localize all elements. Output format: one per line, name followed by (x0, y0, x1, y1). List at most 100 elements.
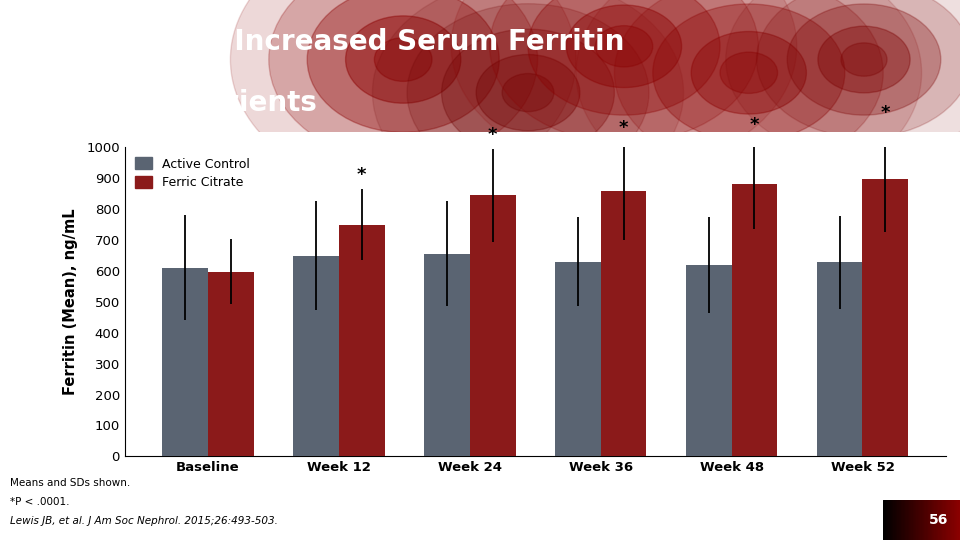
Ellipse shape (841, 43, 887, 76)
Text: *: * (357, 166, 367, 185)
Bar (24, 132, 29, 142)
Text: Ferric Citrate Increased Serum Ferritin: Ferric Citrate Increased Serum Ferritin (17, 28, 625, 56)
Bar (5, 132, 10, 142)
Bar (946, 500, 948, 540)
Ellipse shape (614, 0, 883, 169)
Bar (106, 132, 110, 142)
Bar (0, 132, 5, 142)
Bar (168, 132, 173, 142)
Bar (902, 500, 903, 540)
Bar (601, 191, 646, 456)
Text: *P < .0001.: *P < .0001. (10, 497, 69, 507)
Ellipse shape (726, 0, 960, 159)
Bar (888, 500, 890, 540)
Bar (923, 500, 924, 540)
Ellipse shape (787, 4, 941, 115)
Bar (921, 500, 922, 540)
Bar (67, 132, 72, 142)
Ellipse shape (502, 73, 554, 112)
Bar (925, 500, 926, 540)
Text: in Dialysis Patients: in Dialysis Patients (17, 89, 317, 117)
Bar (907, 500, 909, 540)
Bar (895, 500, 896, 540)
Bar (887, 500, 888, 540)
Ellipse shape (490, 0, 758, 143)
Bar (149, 132, 154, 142)
Bar (86, 132, 91, 142)
Bar (158, 132, 163, 142)
Ellipse shape (307, 0, 499, 132)
Ellipse shape (476, 55, 580, 131)
Bar (956, 500, 957, 540)
Bar (910, 500, 911, 540)
Bar (817, 262, 862, 456)
Bar (163, 132, 168, 142)
Bar (192, 132, 197, 142)
Ellipse shape (372, 0, 684, 207)
Ellipse shape (528, 0, 720, 115)
Bar (911, 500, 913, 540)
Bar (130, 132, 134, 142)
Bar (10, 132, 14, 142)
Ellipse shape (566, 5, 682, 87)
Ellipse shape (756, 0, 960, 137)
Bar (957, 500, 959, 540)
Bar (896, 500, 898, 540)
Ellipse shape (691, 31, 806, 114)
Bar (884, 500, 886, 540)
Bar (952, 500, 953, 540)
Text: *: * (880, 104, 890, 122)
Bar (208, 272, 253, 456)
Bar (732, 184, 778, 456)
Bar (206, 132, 211, 142)
Bar (226, 132, 230, 142)
Bar (906, 500, 907, 540)
Bar (929, 500, 930, 540)
Bar (162, 268, 208, 456)
Bar (139, 132, 144, 142)
Bar (182, 132, 187, 142)
Text: *: * (488, 126, 497, 144)
Bar (899, 500, 900, 540)
Ellipse shape (576, 0, 922, 197)
Ellipse shape (407, 4, 649, 181)
Ellipse shape (653, 4, 845, 141)
Bar (48, 132, 53, 142)
Bar (230, 132, 235, 142)
Bar (949, 500, 951, 540)
Bar (216, 132, 221, 142)
Bar (936, 500, 937, 540)
Bar (891, 500, 892, 540)
Bar (77, 132, 82, 142)
Bar (933, 500, 934, 540)
Ellipse shape (230, 0, 576, 191)
Bar (948, 500, 949, 540)
Bar (187, 132, 192, 142)
Bar (945, 500, 946, 540)
Bar (898, 500, 899, 540)
Bar (38, 132, 43, 142)
Y-axis label: Ferritin (Mean), ng/mL: Ferritin (Mean), ng/mL (63, 208, 78, 395)
Bar (43, 132, 48, 142)
Bar (894, 500, 895, 540)
Ellipse shape (346, 16, 461, 103)
Ellipse shape (269, 0, 538, 161)
Bar (96, 132, 101, 142)
Bar (886, 500, 887, 540)
Ellipse shape (442, 29, 614, 156)
Bar (110, 132, 115, 142)
Bar (955, 500, 956, 540)
Bar (914, 500, 915, 540)
Bar (900, 500, 901, 540)
Ellipse shape (374, 38, 432, 82)
Bar (930, 500, 932, 540)
Bar (883, 500, 884, 540)
Bar (424, 254, 469, 456)
Bar (938, 500, 940, 540)
Bar (154, 132, 158, 142)
Text: Means and SDs shown.: Means and SDs shown. (10, 478, 130, 488)
Bar (892, 500, 894, 540)
Bar (115, 132, 120, 142)
Bar (941, 500, 942, 540)
Bar (211, 132, 216, 142)
